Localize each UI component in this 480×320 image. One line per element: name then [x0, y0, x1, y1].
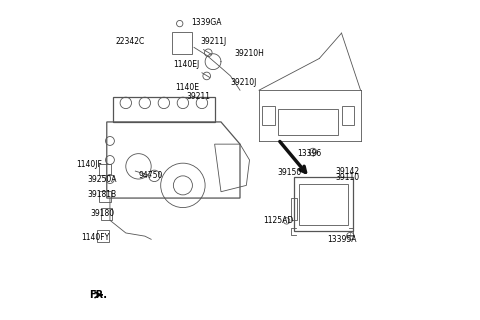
Text: 39180: 39180	[90, 209, 114, 219]
Text: 39142: 39142	[336, 167, 360, 176]
Bar	[291, 198, 297, 220]
Text: 22342C: 22342C	[116, 36, 145, 45]
Bar	[172, 32, 192, 54]
Text: 13395A: 13395A	[327, 235, 356, 244]
Text: 1125AD: 1125AD	[263, 216, 293, 225]
Bar	[99, 164, 111, 175]
Bar	[99, 191, 111, 202]
Bar	[299, 184, 348, 225]
Text: 1140JF: 1140JF	[76, 160, 102, 169]
Text: 1339GA: 1339GA	[192, 18, 222, 27]
Text: 39250A: 39250A	[87, 174, 117, 184]
Text: 39150: 39150	[277, 168, 301, 177]
Text: FR.: FR.	[89, 290, 108, 300]
Bar	[278, 109, 338, 135]
Text: 39210J: 39210J	[230, 78, 256, 87]
Text: 1140FY: 1140FY	[82, 233, 110, 242]
Text: 39110: 39110	[336, 173, 360, 182]
Text: 39210H: 39210H	[235, 49, 264, 58]
Text: 39181B: 39181B	[87, 190, 117, 199]
Text: 39211J: 39211J	[200, 36, 226, 45]
Text: 94750: 94750	[139, 172, 163, 180]
Bar	[262, 106, 275, 125]
Text: 1140EJ: 1140EJ	[173, 60, 199, 69]
Text: 39211: 39211	[187, 92, 211, 101]
Text: 13396: 13396	[298, 149, 322, 158]
Text: 1140E: 1140E	[176, 83, 200, 92]
Bar	[101, 208, 112, 220]
Bar	[341, 106, 354, 125]
Bar	[97, 230, 108, 242]
